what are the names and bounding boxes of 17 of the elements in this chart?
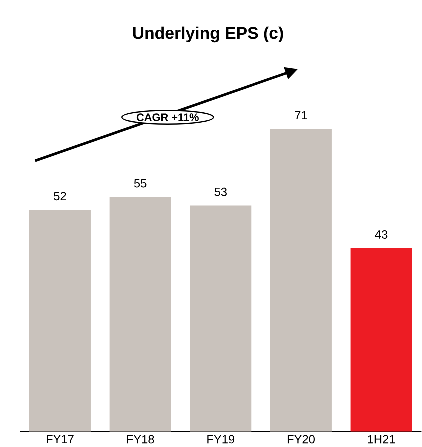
- x-tick-label: FY19: [208, 435, 234, 444]
- text: CAGR +11%: [136, 114, 199, 122]
- data-label: 55: [134, 179, 147, 188]
- x-tick-label: 1H21: [368, 435, 396, 444]
- data-label: 53: [214, 188, 227, 196]
- x-tick-label: FY20: [288, 435, 315, 444]
- bar: [270, 129, 332, 432]
- data-label: 43: [375, 230, 388, 239]
- bar: [190, 206, 252, 432]
- bar: [350, 248, 412, 432]
- chart-title: Underlying EPS (c): [133, 26, 284, 43]
- x-tick-label: FY18: [127, 435, 154, 444]
- bar: [29, 210, 91, 432]
- bar: [110, 197, 172, 432]
- data-label: 52: [54, 192, 66, 201]
- x-tick-label: FY17: [46, 435, 74, 444]
- data-label: 71: [295, 111, 308, 120]
